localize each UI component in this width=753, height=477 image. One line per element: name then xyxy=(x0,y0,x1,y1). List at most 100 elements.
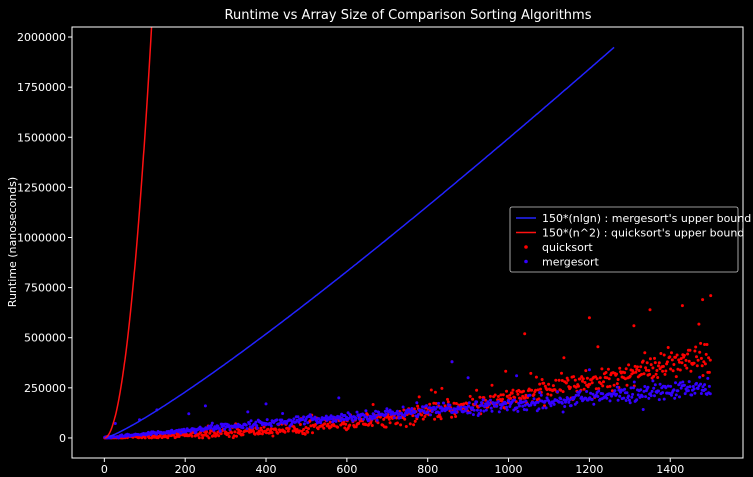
quicksort-point xyxy=(696,358,700,362)
mergesort-point xyxy=(617,388,621,392)
mergesort-point xyxy=(269,424,273,428)
quicksort-point xyxy=(462,402,466,406)
quicksort-point xyxy=(233,430,237,434)
mergesort-point xyxy=(246,410,250,414)
mergesort-point xyxy=(552,402,556,406)
quicksort-point xyxy=(440,386,444,390)
mergesort-point xyxy=(275,418,279,422)
mergesort-point xyxy=(649,394,653,398)
quicksort-point xyxy=(615,382,619,386)
mergesort-point xyxy=(612,391,616,395)
mergesort-point xyxy=(255,424,259,428)
quicksort-point xyxy=(628,374,632,378)
mergesort-point xyxy=(367,418,371,422)
quicksort-point xyxy=(190,434,194,438)
quicksort-point xyxy=(634,370,638,374)
quicksort-point xyxy=(640,372,643,376)
mergesort-point xyxy=(395,409,399,413)
quicksort-point xyxy=(286,429,290,433)
quicksort-point xyxy=(226,432,230,435)
quicksort-point xyxy=(513,396,517,400)
quicksort-point xyxy=(605,376,609,380)
mergesort-point xyxy=(374,409,378,413)
quicksort-point xyxy=(172,433,175,437)
quicksort-point xyxy=(602,380,605,384)
quicksort-point xyxy=(501,397,504,401)
mergesort-point xyxy=(692,387,696,391)
quicksort-point xyxy=(616,378,620,381)
mergesort-point xyxy=(525,408,529,412)
quicksort-point xyxy=(328,420,332,424)
legend: 150*(nlgn) : mergesort's upper bound 150*… xyxy=(509,206,751,273)
quicksort-point xyxy=(539,387,542,391)
mergesort-point xyxy=(664,386,668,390)
quicksort-point xyxy=(508,393,512,397)
axes: 0 200 400 600 800 1000 1200 1400 0 250000 500000 75… xyxy=(17,26,744,476)
mergesort-point xyxy=(371,412,375,416)
quicksort-point xyxy=(695,355,698,359)
mergesort-point xyxy=(681,380,685,384)
quicksort-point xyxy=(241,433,245,437)
mergesort-point xyxy=(678,395,681,399)
quicksort-point xyxy=(688,348,692,352)
quicksort-point xyxy=(230,431,234,435)
quicksort-point xyxy=(632,324,636,328)
quicksort-point xyxy=(505,389,508,393)
x-tick-label: 800 xyxy=(417,463,438,476)
mergesort-point xyxy=(653,383,657,387)
quicksort-point xyxy=(348,423,352,427)
quicksort-point xyxy=(701,298,705,302)
mergesort-point xyxy=(635,398,639,402)
quicksort-point xyxy=(269,427,273,431)
quicksort-point xyxy=(493,393,497,397)
quicksort-point xyxy=(454,415,458,418)
mergesort-point xyxy=(627,394,631,398)
mergesort-point xyxy=(638,395,642,399)
mergesort-point xyxy=(630,395,634,399)
quicksort-point xyxy=(271,434,275,438)
quicksort-point xyxy=(607,377,611,381)
quicksort-point xyxy=(595,377,599,381)
quicksort-point xyxy=(354,425,358,429)
quicksort-point xyxy=(499,393,503,397)
quicksort-point xyxy=(608,384,612,388)
mergesort-point xyxy=(686,389,690,393)
mergesort-point xyxy=(430,409,434,413)
quicksort-point xyxy=(560,379,564,382)
mergesort-point xyxy=(549,404,553,408)
mergesort-point xyxy=(615,392,618,396)
quicksort-point xyxy=(384,425,388,429)
mergesort-point xyxy=(429,413,432,417)
mergesort-point xyxy=(289,418,293,422)
mergesort-point xyxy=(433,407,437,411)
mergesort-point xyxy=(699,392,703,395)
quicksort-point xyxy=(219,432,223,436)
mergesort-point xyxy=(641,408,645,411)
quicksort-point xyxy=(311,431,314,435)
y-tick-label: 1250000 xyxy=(17,181,66,194)
quicksort-point xyxy=(197,436,201,440)
quicksort-point xyxy=(298,429,302,433)
mergesort-point xyxy=(399,416,403,419)
quicksort-point xyxy=(210,429,213,433)
mergesort-point xyxy=(415,401,419,405)
mergesort-point xyxy=(557,400,561,404)
quicksort-point xyxy=(439,417,443,421)
quicksort-point xyxy=(624,367,628,371)
quicksort-point xyxy=(682,353,686,357)
legend-point-swatch xyxy=(524,245,528,249)
quicksort-point xyxy=(399,423,403,427)
quicksort-point xyxy=(625,383,629,387)
quicksort-point xyxy=(698,350,702,354)
quicksort-point xyxy=(403,417,407,421)
mergesort-point xyxy=(405,411,409,415)
mergesort-point xyxy=(556,390,559,394)
mergesort-point xyxy=(437,401,441,405)
quicksort-point xyxy=(699,356,703,360)
quicksort-point xyxy=(585,376,589,380)
mergesort-point xyxy=(699,382,703,386)
quicksort-point xyxy=(709,294,713,298)
mergesort-point xyxy=(437,411,441,415)
mergesort-point xyxy=(532,397,536,401)
mergesort-point xyxy=(650,389,654,393)
